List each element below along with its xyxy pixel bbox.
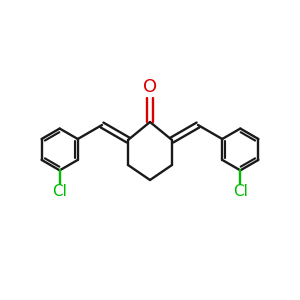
Text: Cl: Cl: [52, 184, 67, 199]
Text: O: O: [143, 77, 157, 95]
Text: Cl: Cl: [233, 184, 248, 199]
